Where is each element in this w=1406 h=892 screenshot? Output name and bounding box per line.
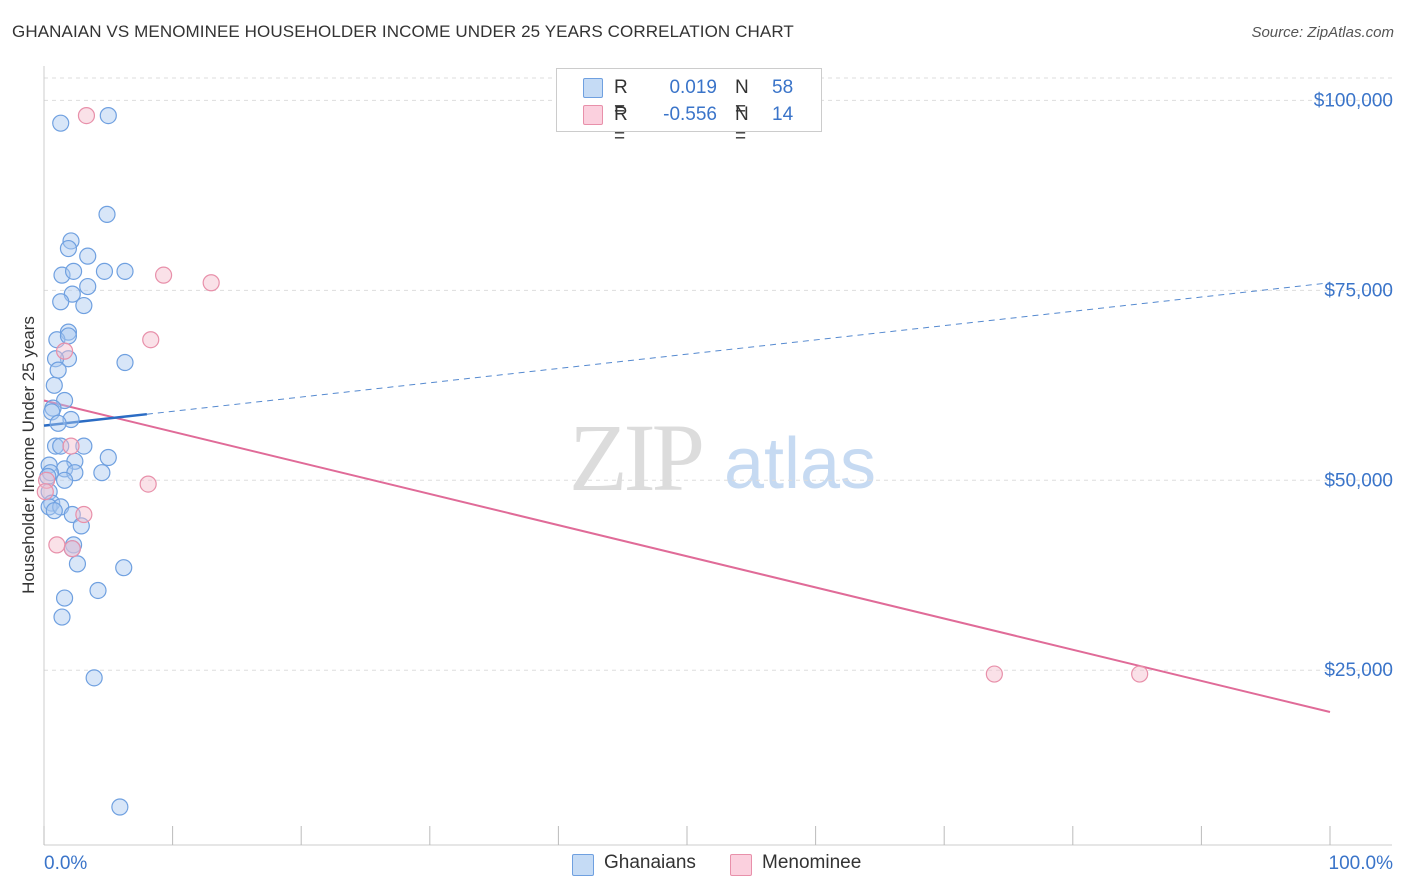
chart-title: GHANAIAN VS MENOMINEE HOUSEHOLDER INCOME… xyxy=(12,22,794,41)
source-label: Source: ZipAtlas.com xyxy=(1251,24,1394,41)
x-tick-label: 100.0% xyxy=(1329,853,1394,874)
menominee-point xyxy=(62,437,80,455)
menominee-point xyxy=(55,342,74,360)
ghanaians-point xyxy=(55,471,74,489)
ghanaians-point xyxy=(45,502,63,520)
menominee-point xyxy=(985,665,1003,683)
ghanaians-point xyxy=(49,361,67,379)
y-tick-label: $50,000 xyxy=(1324,470,1393,491)
ghanaians-point xyxy=(111,798,129,816)
ghanaians-point xyxy=(64,262,83,280)
ghanaians-point xyxy=(52,114,70,132)
menominee-point xyxy=(139,475,157,493)
menominee-point xyxy=(77,106,96,125)
ghanaians-point xyxy=(59,239,78,258)
watermark-zip: ZIP xyxy=(569,404,702,511)
ghanaians-trend-line xyxy=(43,412,148,427)
legend-n-label: N = xyxy=(735,77,749,120)
trend-lines xyxy=(43,282,1331,714)
bottom-legend-swatch-pink xyxy=(730,854,752,876)
legend-r-value: -0.556 xyxy=(663,104,717,125)
legend-n-label: N = xyxy=(735,104,749,147)
menominee-point xyxy=(202,274,220,292)
ghanaians-point xyxy=(115,559,133,577)
ghanaians-point xyxy=(99,106,117,125)
ghanaians-point xyxy=(55,589,74,607)
ghanaians-point xyxy=(98,205,116,223)
watermark-atlas: atlas xyxy=(724,424,876,504)
ghanaians-point xyxy=(52,293,70,311)
bottom-legend-swatch-blue xyxy=(572,854,594,876)
ghanaians-point xyxy=(79,247,97,265)
watermark: ZIP atlas xyxy=(569,404,876,511)
legend-swatch-pink xyxy=(583,105,603,125)
ghanaians-trend-extension xyxy=(146,282,1331,415)
menominee-point xyxy=(36,483,54,501)
legend-r-value: 0.019 xyxy=(669,77,717,98)
menominee-point xyxy=(75,505,93,524)
legend-r-label: R = xyxy=(614,104,628,147)
menominee-trend-line xyxy=(43,399,1331,714)
bottom-legend-label: Ghanaians xyxy=(604,852,696,873)
y-tick-label: $25,000 xyxy=(1324,660,1393,681)
ghanaians-point xyxy=(45,376,63,394)
legend-swatch-blue xyxy=(583,78,603,98)
ghanaians-point xyxy=(59,327,78,345)
ghanaians-point xyxy=(89,581,107,600)
ghanaians-point xyxy=(116,262,134,280)
menominee-point xyxy=(1131,665,1149,683)
legend-n-value: 14 xyxy=(772,104,794,125)
ghanaians-point xyxy=(53,608,71,626)
legend-n-value: 58 xyxy=(772,77,794,98)
ghanaians-point xyxy=(116,353,134,372)
series-ghanaians-points xyxy=(39,106,134,816)
ghanaians-point xyxy=(85,669,103,687)
ghanaians-point xyxy=(99,448,117,467)
ghanaians-point xyxy=(75,437,93,455)
ghanaians-point xyxy=(95,262,114,280)
tick-labels: $25,000 $50,000 $75,000 $100,000 0.0% 100.0% xyxy=(44,90,1393,874)
ghanaians-point xyxy=(79,277,97,296)
y-tick-label: $100,000 xyxy=(1314,90,1393,111)
legend-r-label: R = xyxy=(614,77,628,120)
menominee-point xyxy=(142,331,160,349)
ghanaians-point xyxy=(93,464,111,482)
x-tick-label: 0.0% xyxy=(44,853,87,874)
gridlines xyxy=(44,77,1392,671)
menominee-point xyxy=(63,540,81,558)
ghanaians-point xyxy=(75,296,93,315)
axes xyxy=(43,66,1392,846)
menominee-point xyxy=(48,536,66,554)
y-axis-label: Householder Income Under 25 years xyxy=(19,316,38,594)
ghanaians-point xyxy=(49,414,67,432)
bottom-legend-label: Menominee xyxy=(762,852,862,873)
ghanaians-point xyxy=(62,410,80,429)
series-menominee-points xyxy=(36,106,1149,683)
ghanaians-point xyxy=(68,555,87,573)
y-tick-label: $75,000 xyxy=(1324,280,1393,301)
correlation-legend: R = 0.019 N = 58 R = -0.556 N = 14 xyxy=(556,68,822,147)
menominee-point xyxy=(154,266,173,284)
